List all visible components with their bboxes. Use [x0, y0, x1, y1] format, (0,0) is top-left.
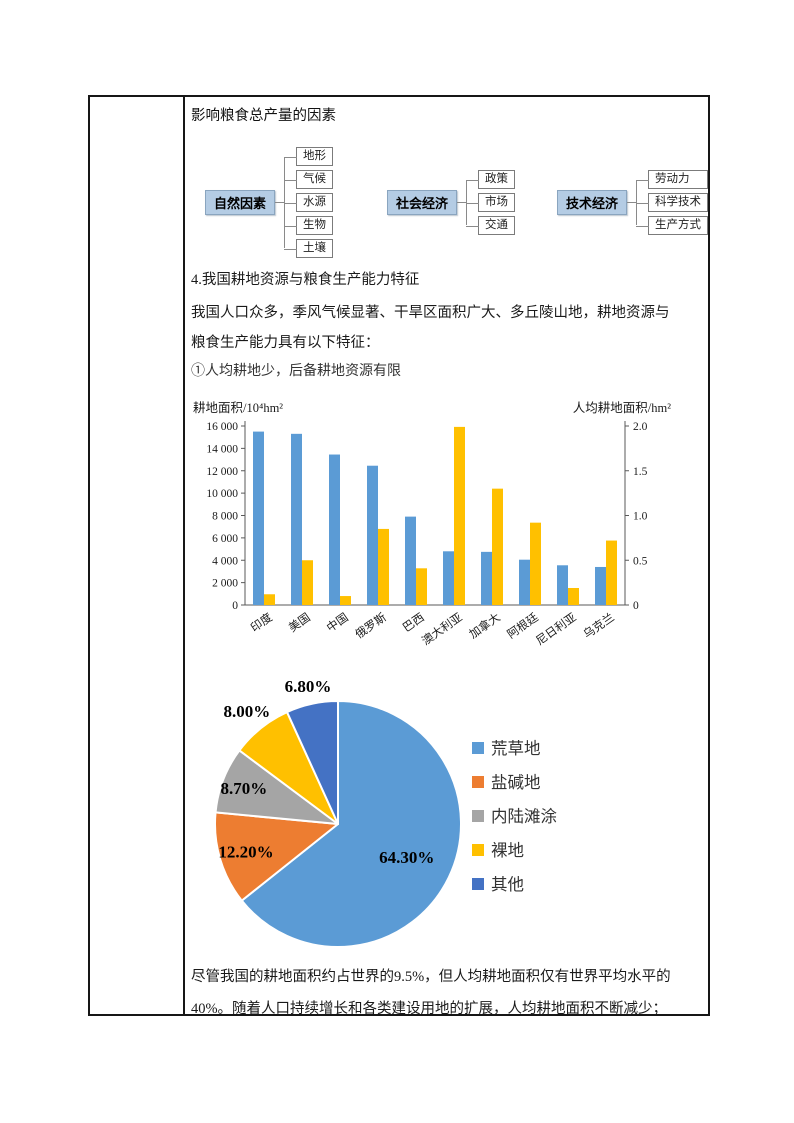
- bar-area-中国: [328, 454, 340, 605]
- right-axis-tick: 2.0: [633, 421, 648, 433]
- legend-swatch-其他: [471, 878, 484, 890]
- left-axis-title: 耕地面积/10⁴hm²: [193, 400, 283, 415]
- legend-label-其他: 其他: [491, 875, 524, 894]
- flowchart-child-box: 土壤: [283, 239, 333, 258]
- right-axis-tick: 1.0: [633, 511, 648, 523]
- category-label: 俄罗斯: [353, 611, 389, 642]
- flowchart-child-box: 生产方式: [636, 216, 708, 235]
- bar-area-阿根廷: [518, 559, 530, 605]
- right-axis-tick: 1.5: [633, 466, 648, 478]
- bar-percapita-巴西: [415, 568, 427, 605]
- flowchart-group-1: 自然因素 地形 气候 水源 生物 土壤: [204, 147, 333, 258]
- category-label: 尼日利亚: [534, 611, 579, 648]
- flowchart-parent-box: 技术经济: [556, 190, 627, 215]
- left-axis-tick: 8 000: [212, 511, 238, 523]
- bar-percapita-美国: [301, 560, 313, 605]
- bar-percapita-印度: [263, 594, 275, 605]
- bar-percapita-加拿大: [491, 488, 503, 605]
- section-title: 影响粮食总产量的因素: [190, 108, 336, 124]
- right-axis-tick: 0: [633, 600, 639, 612]
- flowchart-children: 政策 市场 交通: [465, 170, 515, 235]
- flowchart-group-2: 社会经济 政策市场交通: [386, 170, 515, 235]
- category-label: 中国: [324, 611, 350, 635]
- category-label: 巴西: [401, 612, 427, 635]
- flowchart-child-box: 地形: [283, 147, 333, 166]
- category-label: 乌克兰: [580, 610, 616, 641]
- pie-percent-label: 8.00%: [223, 702, 270, 721]
- category-label: 印度: [248, 610, 275, 635]
- flowchart-child-box: 政策: [465, 170, 515, 189]
- pie-percent-label: 64.30%: [379, 848, 434, 867]
- heading-item-4: 4.我国耕地资源与粮食生产能力特征: [190, 272, 420, 288]
- table-cell-main: 影响粮食总产量的因素 自然因素 地形 气候 水源 生物 土壤 社会经济 政策 市场 交通 技术经济劳…: [185, 97, 708, 1017]
- left-axis-tick: 12 000: [206, 466, 238, 478]
- bar-area-加拿大: [480, 551, 492, 605]
- bar-area-澳大利亚: [442, 551, 454, 605]
- bar-percapita-俄罗斯: [377, 528, 389, 605]
- right-axis-tick: 0.5: [633, 555, 648, 567]
- bar-percapita-中国: [339, 596, 351, 605]
- bar-percapita-乌克兰: [605, 540, 617, 605]
- bar-area-俄罗斯: [366, 465, 378, 605]
- pie-slice-盐碱地: [213, 811, 339, 902]
- legend-label-荒草地: 荒草地: [491, 739, 541, 758]
- flowchart-child-box: 交通: [465, 216, 515, 235]
- pie-slice-荒草地: [240, 700, 462, 948]
- flowchart-child-box: 水源: [283, 193, 333, 212]
- flowchart-group-3: 技术经济 劳动力科学技术生产方式: [556, 170, 708, 235]
- bar-percapita-阿根廷: [529, 522, 541, 605]
- point-1-text: ①人均耕地少，后备耕地资源有限: [190, 364, 401, 379]
- category-label: 美国: [286, 610, 313, 635]
- legend-swatch-荒草地: [471, 742, 484, 754]
- right-axis-title: 人均耕地面积/hm²: [573, 400, 671, 415]
- legend-label-裸地: 裸地: [491, 841, 524, 860]
- footer-paragraph: 尽管我国的耕地面积约占世界的9.5%，但人均耕地面积仅有世界平均水平的40%。随…: [190, 969, 671, 1017]
- document-table: 影响粮食总产量的因素 自然因素 地形 气候 水源 生物 土壤 社会经济 政策 市场 交通 技术经济劳…: [88, 95, 710, 1017]
- left-axis-tick: 16 000: [206, 421, 238, 433]
- factors-flowchart: 自然因素 地形 气候 水源 生物 土壤 社会经济 政策 市场 交通 技术经济 劳动力 科学技术 生产方式: [191, 145, 708, 260]
- bar-area-美国: [290, 433, 302, 605]
- left-axis-tick: 10 000: [206, 488, 238, 500]
- bar-area-乌克兰: [594, 566, 606, 605]
- flowchart-child-box: 劳动力: [636, 170, 708, 189]
- flowchart-child-box: 科学技术: [636, 193, 708, 212]
- flowchart-parent-box: 社会经济: [386, 190, 457, 215]
- bar-percapita-澳大利亚: [453, 426, 465, 605]
- category-label: 加拿大: [466, 610, 503, 642]
- bar-percapita-尼日利亚: [567, 587, 579, 605]
- flowchart-child-box: 市场: [465, 193, 515, 212]
- pie-percent-label: 12.20%: [218, 842, 273, 861]
- flowchart-children: 劳动力科学技术生产方式: [636, 170, 708, 235]
- pie-percent-label: 8.70%: [220, 779, 267, 798]
- intro-paragraph: 我国人口众多，季风气候显著、干旱区面积广大、多丘陵山地，耕地资源与粮食生产能力具…: [190, 305, 670, 351]
- flowchart-parent-box: 自然因素: [204, 190, 275, 215]
- legend-swatch-盐碱地: [471, 776, 484, 788]
- bar-area-印度: [252, 431, 264, 605]
- pie-percent-label: 6.80%: [285, 677, 332, 696]
- table-cell-left: [90, 97, 185, 1014]
- bar-area-巴西: [404, 516, 416, 605]
- flowchart-connector: [456, 202, 466, 203]
- pie-slice-其他: [285, 700, 339, 825]
- left-axis-tick: 14 000: [206, 443, 238, 455]
- flowchart-connector: [627, 202, 636, 203]
- left-axis-tick: 4 000: [212, 555, 238, 567]
- legend-swatch-裸地: [471, 844, 484, 856]
- left-axis-tick: 6 000: [212, 533, 238, 545]
- flowchart-connector: [274, 202, 284, 203]
- arable-land-bar-chart: 耕地面积/10⁴hm² 人均耕地面积/hm² 16 000 14 000 12 000 1…: [193, 400, 671, 648]
- flowchart-child-box: 气候: [283, 170, 333, 189]
- bar-area-尼日利亚: [556, 565, 568, 605]
- flowchart-child-box: 生物: [283, 216, 333, 235]
- legend-label-内陆滩涂: 内陆滩涂: [491, 807, 557, 826]
- left-axis-tick: 0: [232, 600, 238, 612]
- legend-swatch-内陆滩涂: [471, 810, 484, 822]
- legend-label-盐碱地: 盐碱地: [491, 773, 541, 792]
- flowchart-children: 地形气候水源生物土壤: [283, 147, 333, 258]
- left-axis-tick: 2 000: [212, 578, 238, 590]
- reserve-land-pie-chart: 64.30% 12.20% 8.70% 8.00% 6.80% 荒草地盐碱地内陆滩涂裸地其…: [213, 677, 557, 948]
- category-label: 澳大利亚: [419, 610, 465, 648]
